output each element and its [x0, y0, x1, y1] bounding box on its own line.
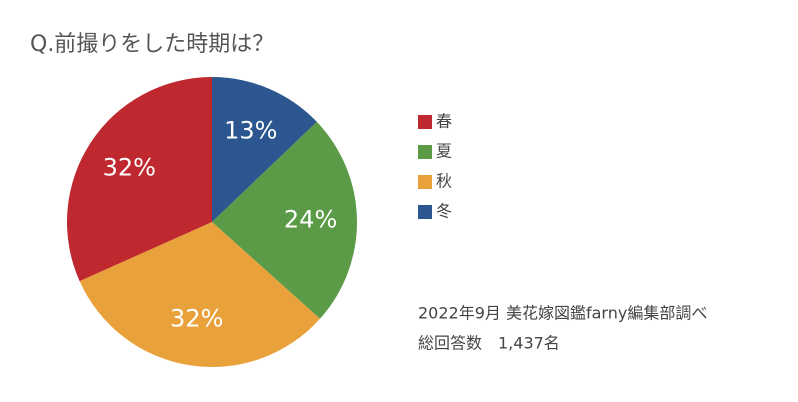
- pie-slice: [66, 77, 212, 282]
- value-label: 13%: [224, 116, 277, 144]
- note: 総回答数 1,437名: [418, 334, 560, 353]
- note: 2022年9月 美花嫁図鑑farny編集部調べ: [418, 304, 707, 323]
- legend-swatch: [418, 145, 432, 159]
- pie-slice: [79, 222, 320, 367]
- legend-label: 春: [436, 112, 452, 131]
- legend-label: 冬: [436, 202, 452, 221]
- pie-slice: [212, 77, 317, 222]
- legend-label: 秋: [436, 172, 452, 191]
- value-label: 24%: [284, 205, 337, 233]
- value-label: 32%: [170, 304, 223, 332]
- legend-swatch: [418, 115, 432, 129]
- chart-title: Q.前撮りをした時期は？: [30, 32, 274, 57]
- pie-slice: [212, 121, 357, 319]
- legend-label: 夏: [436, 142, 452, 161]
- legend-swatch: [418, 205, 432, 219]
- legend-swatch: [418, 175, 432, 189]
- value-label: 32%: [103, 153, 156, 181]
